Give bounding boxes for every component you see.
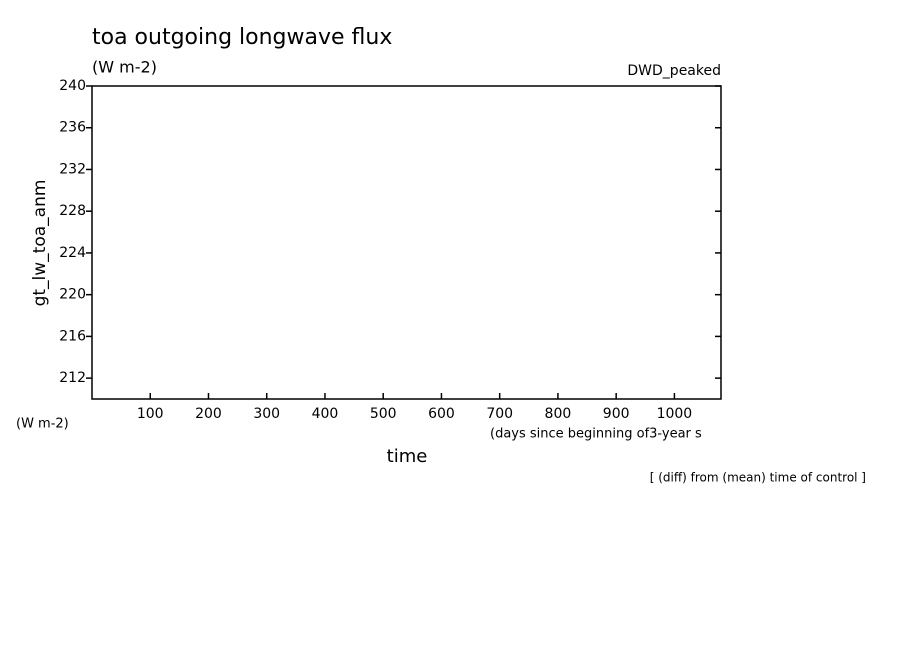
y-tick-label: 212 — [59, 370, 86, 386]
y-tick-label: 224 — [59, 245, 86, 261]
x-tick-label: 1000 — [657, 406, 693, 422]
y-units: (W m-2) — [16, 417, 69, 432]
x-tick-label: 900 — [603, 406, 630, 422]
y-tick-label: 240 — [59, 78, 86, 94]
x-units: (days since beginning of3-year s — [490, 427, 702, 442]
chart-title: toa outgoing longwave flux — [92, 25, 392, 50]
run-label: DWD_peaked — [627, 63, 721, 79]
x-tick-label: 200 — [195, 406, 222, 422]
x-tick-label: 500 — [370, 406, 397, 422]
y-axis-label: gt_lw_toa_anm — [30, 180, 50, 307]
y-tick-label: 216 — [59, 328, 86, 344]
x-tick-label: 400 — [312, 406, 339, 422]
note: [ (diff) from (mean) time of control ] — [650, 471, 866, 485]
x-axis-label: time — [387, 446, 428, 467]
subtitle: (W m-2) — [92, 58, 157, 77]
x-tick-label: 800 — [545, 406, 572, 422]
y-tick-label: 232 — [59, 161, 86, 177]
y-tick-label: 220 — [59, 287, 86, 303]
x-tick-label: 100 — [137, 406, 164, 422]
plot-frame — [91, 85, 722, 400]
x-tick-label: 700 — [486, 406, 513, 422]
y-tick-label: 228 — [59, 203, 86, 219]
x-tick-label: 300 — [253, 406, 280, 422]
x-tick-label: 600 — [428, 406, 455, 422]
y-tick-label: 236 — [59, 120, 86, 136]
